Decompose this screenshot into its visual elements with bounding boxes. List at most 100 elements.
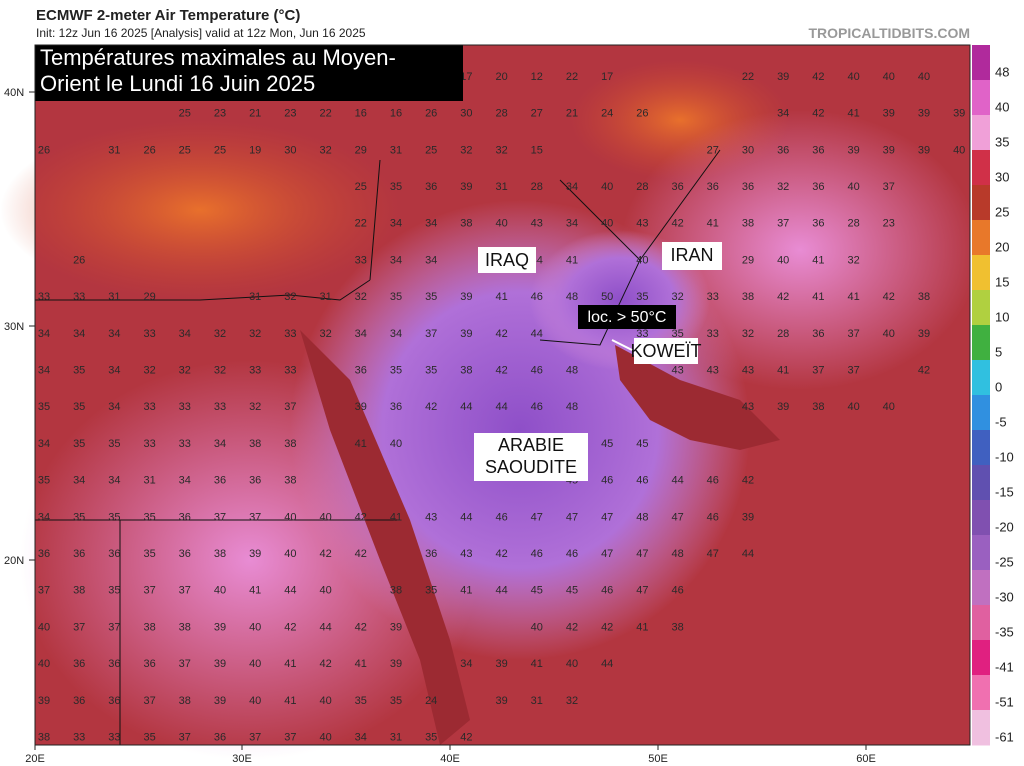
label-box bbox=[662, 242, 722, 270]
colorbar-segment bbox=[972, 220, 990, 256]
temperature-value: 34 bbox=[390, 328, 402, 340]
temperature-value: 48 bbox=[566, 365, 578, 377]
temperature-value: 42 bbox=[460, 732, 472, 744]
temperature-value: 44 bbox=[319, 621, 331, 633]
temperature-value: 37 bbox=[179, 658, 191, 670]
colorbar-segment bbox=[972, 710, 990, 746]
temperature-value: 37 bbox=[143, 695, 155, 707]
temperature-value: 39 bbox=[953, 108, 965, 120]
lon-label: 20E bbox=[25, 753, 45, 765]
temperature-value: 34 bbox=[460, 658, 472, 670]
colorbar-segment bbox=[972, 185, 990, 221]
temperature-value: 40 bbox=[319, 585, 331, 597]
temperature-value: 28 bbox=[847, 218, 859, 230]
temperature-value: 39 bbox=[918, 328, 930, 340]
temperature-value: 34 bbox=[108, 365, 120, 377]
colorbar-label: -41 bbox=[995, 659, 1014, 674]
temperature-value: 32 bbox=[671, 291, 683, 303]
temperature-value: 40 bbox=[38, 621, 50, 633]
country-label: ARABIE bbox=[498, 435, 564, 455]
temperature-value: 39 bbox=[460, 291, 472, 303]
temperature-value: 35 bbox=[425, 291, 437, 303]
temperature-value: 42 bbox=[883, 291, 895, 303]
temperature-value: 36 bbox=[425, 181, 437, 193]
lon-label: 40E bbox=[440, 753, 460, 765]
temperature-value: 38 bbox=[214, 548, 226, 560]
temperature-value: 36 bbox=[812, 218, 824, 230]
temperature-value: 39 bbox=[918, 144, 930, 156]
lat-label: 30N bbox=[4, 321, 24, 333]
temperature-value: 39 bbox=[777, 401, 789, 413]
temperature-value: 39 bbox=[495, 658, 507, 670]
colorbar-label: -51 bbox=[995, 694, 1014, 709]
header-subtitle: Init: 12z Jun 16 2025 [Analysis] valid a… bbox=[36, 26, 366, 40]
temperature-value: 34 bbox=[390, 218, 402, 230]
temperature-value: 43 bbox=[460, 548, 472, 560]
temperature-value: 35 bbox=[73, 511, 85, 523]
temperature-value: 45 bbox=[601, 438, 613, 450]
temperature-value: 36 bbox=[143, 658, 155, 670]
temperature-value: 32 bbox=[249, 328, 261, 340]
temperature-value: 47 bbox=[566, 511, 578, 523]
colorbar-label: 25 bbox=[995, 204, 1009, 219]
temperature-value: 41 bbox=[355, 658, 367, 670]
temperature-value: 29 bbox=[355, 144, 367, 156]
temperature-value: 32 bbox=[214, 328, 226, 340]
temperature-value: 42 bbox=[319, 548, 331, 560]
temperature-value: 47 bbox=[636, 548, 648, 560]
temperature-value: 41 bbox=[531, 658, 543, 670]
overlay-title-line: Orient le Lundi 16 Juin 2025 bbox=[40, 71, 315, 96]
temperature-value: 34 bbox=[425, 218, 437, 230]
temperature-value: 41 bbox=[636, 621, 648, 633]
colorbar-label: 35 bbox=[995, 134, 1009, 149]
temperature-value: 46 bbox=[531, 548, 543, 560]
temperature-value: 23 bbox=[284, 108, 296, 120]
temperature-value: 46 bbox=[601, 585, 613, 597]
temperature-value: 40 bbox=[636, 254, 648, 266]
temperature-value: 41 bbox=[847, 108, 859, 120]
temperature-value: 39 bbox=[918, 108, 930, 120]
temperature-value: 26 bbox=[425, 108, 437, 120]
colorbar-label: 48 bbox=[995, 64, 1009, 79]
temperature-value: 39 bbox=[390, 621, 402, 633]
temperature-value: 31 bbox=[108, 144, 120, 156]
temperature-value: 40 bbox=[390, 438, 402, 450]
colorbar-label: -10 bbox=[995, 449, 1014, 464]
temperature-value: 34 bbox=[73, 328, 85, 340]
temperature-value: 39 bbox=[883, 144, 895, 156]
temperature-value: 33 bbox=[179, 438, 191, 450]
temperature-value: 36 bbox=[73, 548, 85, 560]
temperature-value: 44 bbox=[671, 475, 683, 487]
temperature-value: 41 bbox=[495, 291, 507, 303]
temperature-value: 36 bbox=[812, 328, 824, 340]
source: TROPICALTIDBITS.COM bbox=[808, 25, 970, 41]
temperature-value: 41 bbox=[847, 291, 859, 303]
temperature-value: 38 bbox=[179, 621, 191, 633]
temperature-value: 38 bbox=[671, 621, 683, 633]
temperature-value: 34 bbox=[425, 254, 437, 266]
temperature-value: 30 bbox=[284, 144, 296, 156]
temperature-value: 35 bbox=[143, 548, 155, 560]
temperature-value: 40 bbox=[847, 401, 859, 413]
temperature-value: 42 bbox=[495, 548, 507, 560]
temperature-value: 36 bbox=[425, 548, 437, 560]
temperature-value: 46 bbox=[531, 401, 543, 413]
temperature-value: 41 bbox=[460, 585, 472, 597]
temperature-value: 39 bbox=[495, 695, 507, 707]
temperature-value: 39 bbox=[214, 658, 226, 670]
temperature-value: 32 bbox=[214, 365, 226, 377]
temperature-value: 32 bbox=[249, 401, 261, 413]
colorbar-label: 10 bbox=[995, 309, 1009, 324]
temperature-value: 34 bbox=[108, 328, 120, 340]
temperature-value: 40 bbox=[847, 181, 859, 193]
temperature-value: 42 bbox=[812, 108, 824, 120]
overlay-title-line: Températures maximales au Moyen- bbox=[40, 45, 396, 70]
lat-label: 20N bbox=[4, 555, 24, 567]
temperature-value: 39 bbox=[460, 181, 472, 193]
temperature-value: 46 bbox=[531, 291, 543, 303]
temperature-value: 32 bbox=[284, 291, 296, 303]
temperature-value: 40 bbox=[249, 621, 261, 633]
temperature-value: 40 bbox=[953, 144, 965, 156]
